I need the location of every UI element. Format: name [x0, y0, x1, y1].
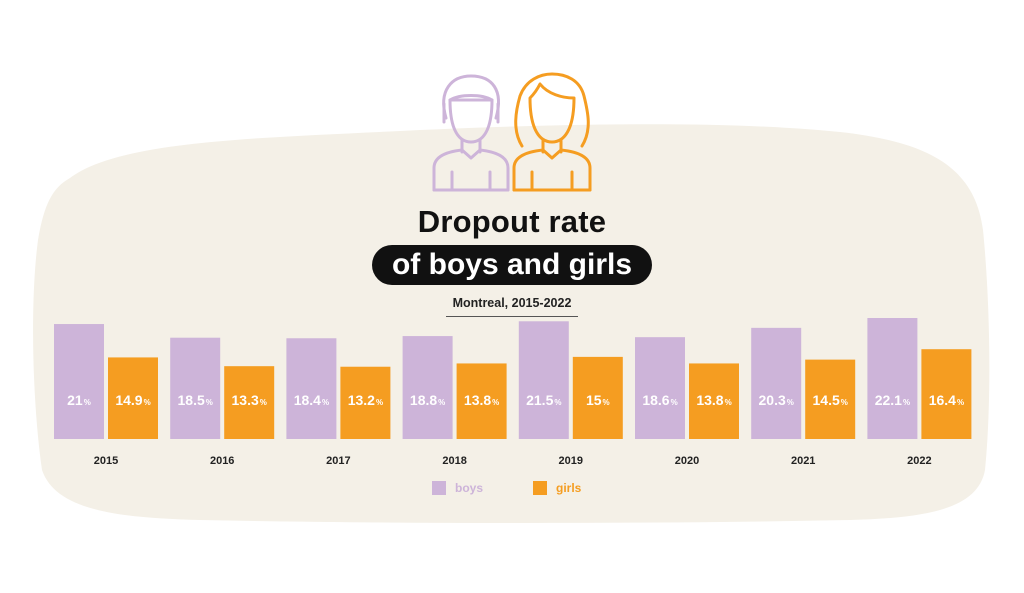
bar-girls-2015	[108, 357, 158, 439]
data-label-girls-2019: 15%	[586, 392, 610, 408]
x-tick-label-2017: 2017	[326, 455, 350, 467]
data-label-girls-2016: 13.3%	[232, 392, 267, 408]
data-label-boys-2021: 20.3%	[759, 392, 794, 408]
data-label-boys-2018: 18.8%	[410, 392, 445, 408]
x-tick-label-2016: 2016	[210, 455, 234, 467]
data-label-boys-2017: 18.4%	[294, 392, 329, 408]
bar-boys-2017	[286, 338, 337, 439]
girl-avatar-icon	[512, 72, 592, 192]
chart-title-line1: Dropout rate	[417, 204, 607, 239]
bar-boys-2018	[402, 336, 453, 439]
data-label-boys-2022: 22.1%	[875, 392, 910, 408]
chart-title-pill-wrap: of boys and girls	[0, 245, 1024, 285]
bar-boys-2022	[867, 318, 918, 439]
x-tick-label-2018: 2018	[442, 455, 466, 467]
bar-boys-2019	[518, 321, 569, 439]
chart-legend: boys girls	[0, 478, 1024, 498]
boy-avatar-icon	[432, 74, 510, 192]
bar-girls-2016	[224, 366, 275, 439]
bar-boys-2020	[635, 337, 685, 439]
data-label-boys-2016: 18.5%	[178, 392, 213, 408]
bar-girls-2018	[456, 363, 507, 439]
chart-title-line2: of boys and girls	[371, 245, 653, 285]
data-label-boys-2020: 18.6%	[642, 392, 677, 408]
bar-girls-2019	[572, 356, 623, 439]
data-label-girls-2018: 13.8%	[464, 392, 499, 408]
data-label-girls-2021: 14.5%	[813, 392, 848, 408]
legend-label-boys: boys	[455, 481, 484, 495]
bar-boys-2021	[751, 327, 802, 439]
legend-label-girls: girls	[556, 481, 582, 495]
data-label-boys-2015: 21%	[67, 392, 91, 408]
chart-subtitle: Montreal, 2015-2022	[452, 296, 572, 310]
legend-swatch-girls	[533, 481, 547, 495]
x-tick-label-2019: 2019	[559, 455, 583, 467]
data-label-girls-2017: 13.2%	[348, 392, 383, 408]
data-label-girls-2022: 16.4%	[929, 392, 964, 408]
bar-boys-2015	[54, 324, 104, 439]
subtitle-underline	[446, 316, 578, 317]
bar-boys-2016	[170, 337, 221, 439]
data-label-girls-2015: 14.9%	[115, 392, 150, 408]
bar-girls-2021	[805, 359, 856, 439]
data-label-boys-2019: 21.5%	[526, 392, 561, 408]
bar-girls-2017	[340, 366, 391, 439]
x-tick-label-2022: 2022	[907, 455, 931, 467]
bar-girls-2022	[921, 349, 972, 439]
x-tick-label-2021: 2021	[791, 455, 815, 467]
legend-swatch-boys	[432, 481, 446, 495]
data-label-girls-2020: 13.8%	[696, 392, 731, 408]
x-tick-label-2020: 2020	[675, 455, 699, 467]
bar-girls-2020	[689, 363, 739, 439]
x-tick-label-2015: 2015	[94, 455, 118, 467]
